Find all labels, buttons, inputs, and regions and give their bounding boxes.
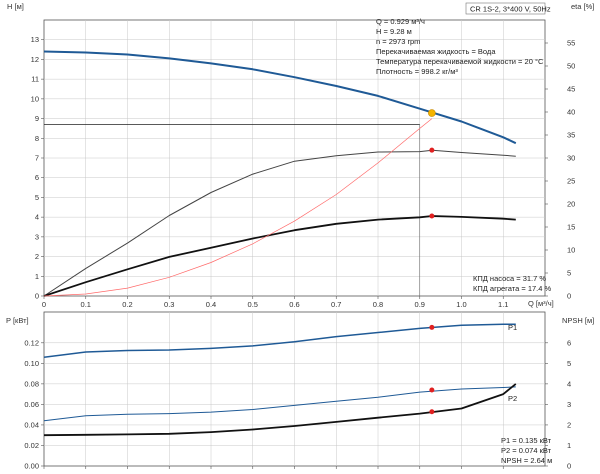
y-tick-label-left: 1 bbox=[35, 272, 39, 281]
grid-layer bbox=[44, 20, 545, 466]
info-density: Плотность = 998.2 кг/м³ bbox=[376, 67, 458, 76]
x-tick-label: 1.0 bbox=[456, 300, 466, 309]
curves-layer bbox=[43, 50, 517, 437]
y-tick-label-left: 0.04 bbox=[24, 420, 39, 429]
x-tick-label: 0.7 bbox=[331, 300, 341, 309]
y-tick-label-right: 45 bbox=[567, 85, 575, 94]
y-tick-label-left: 0.06 bbox=[24, 400, 39, 409]
NPSH-curve bbox=[43, 383, 517, 437]
x-tick-label: 0.6 bbox=[289, 300, 299, 309]
bottom-y-axis-label-right: NPSH [м] bbox=[562, 316, 594, 325]
y-tick-label-right: 40 bbox=[567, 108, 575, 117]
y-tick-label-left: 4 bbox=[35, 213, 39, 222]
head-curve bbox=[43, 50, 517, 145]
x-tick-label: 0.2 bbox=[122, 300, 132, 309]
y-tick-label-right: 6 bbox=[567, 338, 571, 347]
info-temperature: Температура перекачиваемой жидкости = 20… bbox=[376, 57, 544, 66]
y-tick-label-left: 3 bbox=[35, 232, 39, 241]
x-tick-label: 0.1 bbox=[81, 300, 91, 309]
y-tick-label-left: 10 bbox=[31, 94, 39, 103]
y-tick-label-left: 9 bbox=[35, 114, 39, 123]
y-tick-label-right: 3 bbox=[567, 400, 571, 409]
y-tick-label-right: 25 bbox=[567, 177, 575, 186]
y-tick-label-left: 0.12 bbox=[24, 338, 39, 347]
y-tick-label-left: 7 bbox=[35, 154, 39, 163]
y-tick-label-left: 0.08 bbox=[24, 379, 39, 388]
y-tick-label-left: 11 bbox=[31, 75, 39, 84]
top-y-axis-label-right: eta [%] bbox=[571, 2, 594, 11]
y-tick-label-right: 50 bbox=[567, 62, 575, 71]
series-label-p1: P1 bbox=[508, 323, 517, 332]
duty-point-marker bbox=[428, 109, 436, 117]
top-x-axis-label: Q [м³/ч] bbox=[528, 299, 554, 308]
y-tick-label-right: 15 bbox=[567, 223, 575, 232]
y-tick-label-right: 2 bbox=[567, 420, 571, 429]
P1-curve bbox=[43, 323, 516, 358]
y-tick-label-left: 0.02 bbox=[24, 441, 39, 450]
y-tick-label-left: 2 bbox=[35, 252, 39, 261]
y-tick-label-left: 0.00 bbox=[24, 462, 39, 471]
NPSH-point-marker bbox=[429, 409, 435, 415]
x-tick-label: 0.4 bbox=[206, 300, 216, 309]
y-tick-label-left: 0 bbox=[35, 292, 39, 301]
system-curve-curve bbox=[43, 118, 433, 297]
unit-efficiency-label: КПД агрегата = 17.4 % bbox=[473, 284, 551, 293]
y-tick-label-right: 35 bbox=[567, 131, 575, 140]
p2-value-label: P2 = 0.074 кВт bbox=[501, 446, 552, 455]
y-tick-label-right: 5 bbox=[567, 359, 571, 368]
ticks-layer: 0 0.1 0.2 0.3 0.4 0.5 0.6 0.7 0.8 0.9 1.0 1.1012345… bbox=[24, 35, 575, 470]
unit-eff-point-marker bbox=[429, 213, 435, 219]
y-tick-label-left: 6 bbox=[35, 173, 39, 182]
y-tick-label-right: 0 bbox=[567, 462, 571, 471]
x-tick-label: 0.8 bbox=[373, 300, 383, 309]
y-tick-label-right: 20 bbox=[567, 200, 575, 209]
y-tick-label-left: 0.10 bbox=[24, 359, 39, 368]
P2-curve bbox=[43, 386, 516, 422]
info-flow: Q = 0.929 м³/ч bbox=[376, 17, 425, 26]
series-label-p2: P2 bbox=[508, 394, 517, 403]
y-tick-label-right: 1 bbox=[567, 441, 571, 450]
y-tick-label-right: 30 bbox=[567, 154, 575, 163]
x-tick-label: 1.1 bbox=[498, 300, 508, 309]
top-y-axis-label-left: H [м] bbox=[7, 2, 24, 11]
x-tick-label: 0 bbox=[42, 300, 46, 309]
pump-efficiency-label: КПД насоса = 31.7 % bbox=[473, 274, 546, 283]
chart-title: CR 1S-2, 3*400 V, 50Hz bbox=[470, 5, 551, 14]
pump-eff-point-marker bbox=[429, 147, 435, 153]
y-tick-label-right: 55 bbox=[567, 39, 575, 48]
p1-value-label: P1 = 0.135 кВт bbox=[501, 436, 552, 445]
info-head: H = 9.28 м bbox=[376, 27, 412, 36]
x-tick-label: 0.9 bbox=[415, 300, 425, 309]
pump-eff-curve bbox=[43, 149, 516, 297]
y-tick-label-right: 0 bbox=[567, 292, 571, 301]
info-speed: n = 2973 rpm bbox=[376, 37, 420, 46]
y-tick-label-right: 4 bbox=[567, 379, 571, 388]
y-tick-label-left: 12 bbox=[31, 55, 39, 64]
chart-title-box bbox=[465, 2, 546, 15]
bottom-y-axis-label-left: P [кВт] bbox=[6, 316, 29, 325]
P1-point-marker bbox=[429, 324, 435, 330]
npsh-value-label: NPSH = 2.64 м bbox=[501, 456, 552, 465]
unit-eff-curve bbox=[43, 215, 516, 297]
y-tick-label-left: 5 bbox=[35, 193, 39, 202]
P2-point-marker bbox=[429, 387, 435, 393]
info-liquid: Перекачиваемая жидкость = Вода bbox=[376, 47, 496, 56]
y-tick-label-right: 10 bbox=[567, 246, 575, 255]
x-tick-label: 0.3 bbox=[164, 300, 174, 309]
x-tick-label: 0.5 bbox=[248, 300, 258, 309]
y-tick-label-left: 8 bbox=[35, 134, 39, 143]
y-tick-label-right: 5 bbox=[567, 269, 571, 278]
y-tick-label-left: 13 bbox=[31, 35, 39, 44]
